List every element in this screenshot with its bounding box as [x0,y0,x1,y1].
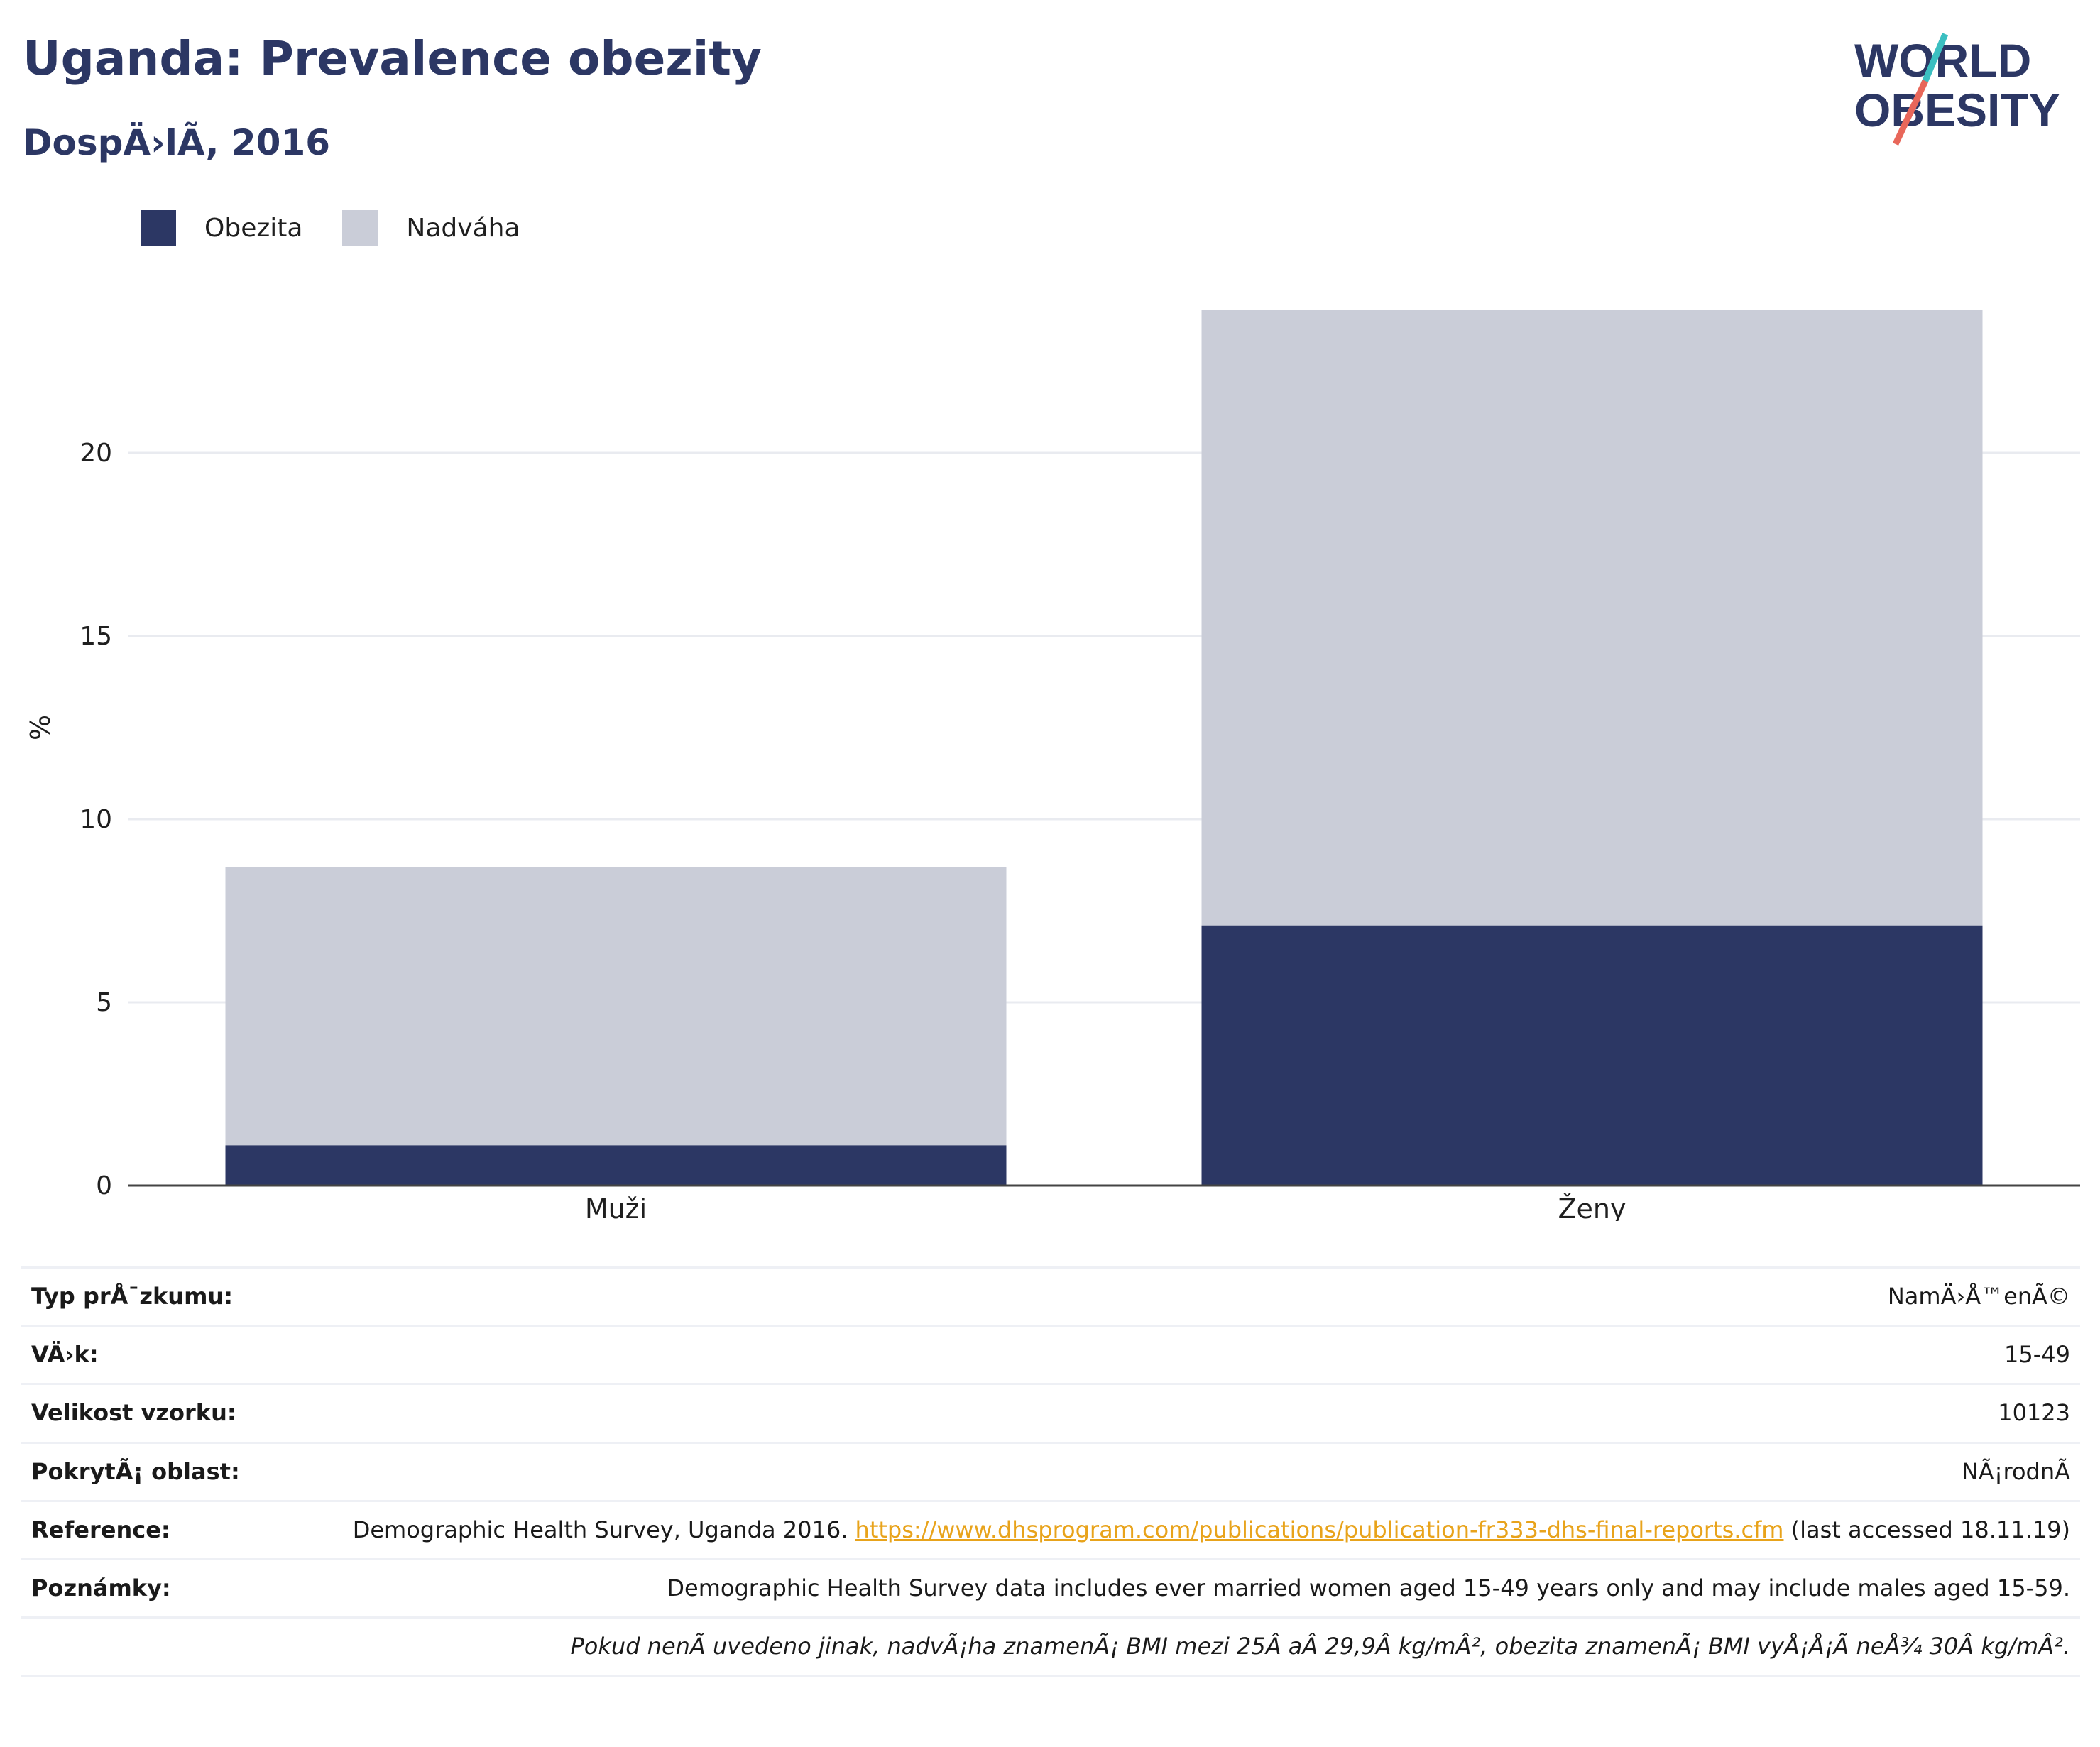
info-value: NÃ¡rodnÃ­ [339,1441,2080,1501]
x-category-label: Muži [585,1193,647,1221]
info-value: NamÄ›Å™enÃ© [339,1266,2080,1326]
y-tick-label: 10 [80,805,112,834]
bar-obesity [1201,925,1983,1185]
y-tick-label: 15 [80,622,112,651]
y-tick-label: 0 [96,1171,112,1200]
bar-obesity [225,1145,1007,1185]
reference-text: Demographic Health Survey, Uganda 2016. [352,1516,848,1543]
info-label: VÄ›k: [21,1325,339,1384]
info-row-reference: Reference: Demographic Health Survey, Ug… [21,1499,2080,1560]
info-row-sample-size: Velikost vzorku: 10123 [21,1383,2080,1443]
info-row-notes: Poznámky: Demographic Health Survey data… [21,1557,2080,1618]
info-value: 10123 [339,1383,2080,1443]
y-axis-label: % [25,715,56,740]
logo-slash-teal [1920,33,1949,85]
info-row-coverage: PokrytÃ¡ oblast: NÃ¡rodnÃ­ [21,1441,2080,1501]
info-label: Poznámky: [21,1557,339,1618]
info-label: Reference: [21,1499,339,1560]
info-row-definition: Pokud nenÃ­ uvedeno jinak, nadvÃ¡ha znam… [21,1616,2080,1677]
logo-slash-coral [1892,80,1929,146]
legend-item-overweight: Nadváha [342,210,520,246]
survey-info-table: Typ prÅ¯zkumu: NamÄ›Å™enÃ© VÄ›k: 15-49 V… [21,1266,2080,1677]
world-obesity-logo: WORLD OBESITY [1854,33,2060,146]
chart-subtitle: DospÄ›lÃ­, 2016 [23,122,331,163]
info-label: PokrytÃ¡ oblast: [21,1441,339,1501]
x-category-label: Ženy [1558,1193,1626,1221]
legend-label-obesity: Obezita [204,213,303,243]
info-row-survey-type: Typ prÅ¯zkumu: NamÄ›Å™enÃ© [21,1266,2080,1326]
info-label: Velikost vzorku: [21,1383,339,1443]
legend-label-overweight: Nadváha [406,213,520,243]
bmi-definition-note: Pokud nenÃ­ uvedeno jinak, nadvÃ¡ha znam… [339,1616,2080,1677]
stacked-bar-chart: 0 5 10 15 20% Muži Ženy [25,310,2080,1221]
reference-suffix: (last accessed 18.11.19) [1790,1516,2070,1543]
bar-overweight [1201,310,1983,926]
chart-title: Uganda: Prevalence obezity [23,31,762,86]
info-label [21,1616,339,1677]
info-value: Demographic Health Survey, Uganda 2016. … [339,1499,2080,1560]
legend-swatch-overweight [342,210,378,246]
logo-word-obesity: OBESITY [1854,84,2060,136]
reference-link[interactable]: https://www.dhsprogram.com/publications/… [855,1516,1784,1543]
info-row-age: VÄ›k: 15-49 [21,1325,2080,1384]
y-tick-label: 5 [96,988,112,1017]
bar-overweight [225,867,1007,1146]
info-value: 15-49 [339,1325,2080,1384]
y-tick-label: 20 [80,439,112,468]
info-label: Typ prÅ¯zkumu: [21,1266,339,1326]
info-value: Demographic Health Survey data includes … [339,1557,2080,1618]
legend-swatch-obesity [141,210,176,246]
chart-legend: Obezita Nadváha [141,210,560,246]
legend-item-obesity: Obezita [141,210,302,246]
